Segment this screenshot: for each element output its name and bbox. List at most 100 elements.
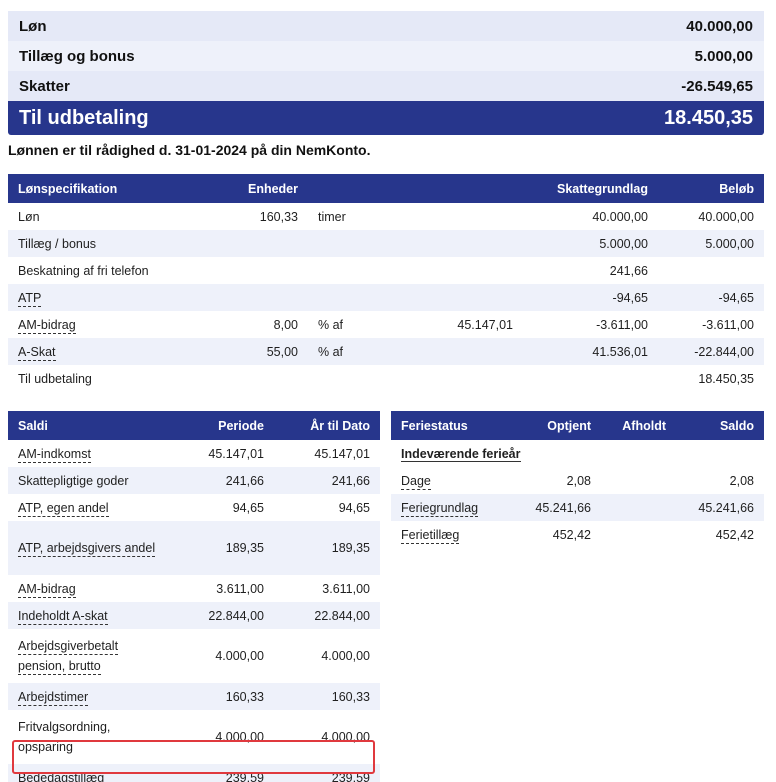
- row-label: Fritvalgsordning, opsparing: [18, 720, 111, 754]
- row-label: Beskatning af fri telefon: [18, 263, 149, 278]
- col-header: Enheder: [208, 174, 308, 203]
- row-label-text[interactable]: ATP, egen andel: [18, 500, 109, 517]
- row-earned: 452,42: [552, 527, 591, 542]
- row-label: Skattepligtige goder: [8, 467, 168, 494]
- table-row: Indeholdt A-skat 22.844,00 22.844,00: [8, 602, 380, 629]
- row-units: [208, 230, 308, 257]
- row-tax-base: 241,66: [609, 263, 648, 278]
- row-taken: [601, 467, 676, 494]
- row-label-text[interactable]: AM-indkomst: [18, 446, 91, 463]
- section-row: Indeværende ferieår: [391, 440, 764, 467]
- row-period: 239,59: [168, 764, 274, 782]
- row-taken: [601, 494, 676, 521]
- row-base: [398, 365, 523, 392]
- row-label: AM-indkomst: [8, 440, 168, 467]
- row-label-text[interactable]: AM-bidrag: [18, 581, 76, 598]
- row-amount: -22.844,00: [658, 338, 764, 365]
- row-ytd: 239,59: [274, 764, 380, 782]
- row-balance: 2,08: [729, 473, 754, 488]
- row-taken: [601, 521, 676, 548]
- table-row: Feriegrundlag 45.241,66 45.241,66: [391, 494, 764, 521]
- row-amount: -3.611,00: [702, 317, 754, 332]
- row-label: Løn: [18, 209, 40, 224]
- row-balance: 452,42: [715, 527, 754, 542]
- balances-table: Saldi Periode År til Dato AM-indkomst 45.…: [8, 411, 380, 782]
- summary-label: Løn: [19, 17, 47, 35]
- summary-label: Tillæg og bonus: [19, 47, 135, 65]
- table-header-row: Lønspecifikation Enheder Skattegrundlag …: [8, 174, 764, 203]
- table-row: AM-bidrag 8,00 % af 45.147,01 -3.611,00 -3.61…: [8, 311, 764, 338]
- row-amount: 40.000,00: [698, 209, 754, 224]
- row-base: [398, 284, 523, 311]
- col-header: [308, 174, 398, 203]
- row-label-text[interactable]: A-Skat: [18, 344, 56, 361]
- row-label: Til udbetaling: [18, 371, 92, 386]
- row-tax-base: [523, 365, 658, 392]
- table-row: Fritvalgsordning, opsparing 4.000,00 4.000…: [8, 710, 380, 764]
- summary-value: -26.549,65: [681, 77, 753, 95]
- row-label: Dage: [391, 467, 521, 494]
- row-period: 45.147,01: [208, 446, 264, 461]
- row-earned: 45.241,66: [521, 494, 601, 521]
- row-label: ATP, arbejdsgivers andel: [8, 521, 168, 575]
- col-header: Optjent: [521, 411, 601, 440]
- row-tax-base: -3.611,00: [596, 317, 648, 332]
- table-row: Skattepligtige goder 241,66 241,66: [8, 467, 380, 494]
- col-header: Lønspecifikation: [8, 174, 208, 203]
- table-header-row: Feriestatus Optjent Afholdt Saldo: [391, 411, 764, 440]
- col-header: [398, 174, 523, 203]
- summary-row-salary: Løn 40.000,00: [8, 11, 764, 41]
- table-row: Til udbetaling 18.450,35: [8, 365, 764, 392]
- row-ytd: 4.000,00: [321, 649, 370, 663]
- row-unit-label: [308, 230, 398, 257]
- row-base: 45.147,01: [457, 317, 513, 332]
- row-unit-label: [308, 257, 398, 284]
- summary-label: Skatter: [19, 77, 70, 95]
- row-label: AM-bidrag: [8, 575, 168, 602]
- row-base: [398, 230, 523, 257]
- row-label-text[interactable]: AM-bidrag: [18, 317, 76, 334]
- row-period: 22.844,00: [168, 602, 274, 629]
- row-label-text[interactable]: Dage: [401, 473, 431, 490]
- row-label-text[interactable]: ATP: [18, 290, 42, 307]
- section-label: Indeværende ferieår: [401, 446, 521, 462]
- row-label: Arbejdsgiverbetalt pension, brutto: [8, 629, 168, 683]
- row-ytd: 45.147,01: [314, 446, 370, 461]
- table-row: AM-indkomst 45.147,01 45.147,01: [8, 440, 380, 467]
- row-label-text[interactable]: Feriegrundlag: [401, 500, 479, 517]
- col-header: Saldi: [8, 411, 168, 440]
- row-label-text[interactable]: ATP, arbejdsgivers andel: [18, 541, 156, 557]
- row-base: [398, 338, 523, 365]
- row-ytd: 94,65: [338, 500, 370, 515]
- row-label-text[interactable]: Arbejdsgiverbetalt pension, brutto: [18, 639, 119, 675]
- row-period: 3.611,00: [216, 581, 264, 596]
- summary-value: 5.000,00: [694, 47, 753, 65]
- table-row: Arbejdsgiverbetalt pension, brutto 4.000,…: [8, 629, 380, 683]
- row-period: 189,35: [168, 521, 274, 575]
- row-balance: 45.241,66: [676, 494, 764, 521]
- table-row: ATP, arbejdsgivers andel 189,35 189,35: [8, 521, 380, 575]
- row-unit-label: [308, 284, 398, 311]
- row-period: 241,66: [168, 467, 274, 494]
- row-amount: 5.000,00: [658, 230, 764, 257]
- row-label: Arbejdstimer: [8, 683, 168, 710]
- row-label: A-Skat: [8, 338, 208, 365]
- row-unit-label: % af: [318, 317, 344, 332]
- row-ytd: 160,33: [274, 683, 380, 710]
- row-label-text[interactable]: Arbejdstimer: [18, 689, 89, 706]
- row-period: 4.000,00: [215, 730, 264, 744]
- row-tax-base: 40.000,00: [592, 209, 648, 224]
- row-units: 160,33: [259, 209, 298, 224]
- row-label: Bededagstillæg: [8, 764, 168, 782]
- table-row: A-Skat 55,00% af 41.536,01 -22.844,00: [8, 338, 764, 365]
- row-label-text[interactable]: Indeholdt A-skat: [18, 608, 108, 625]
- table-row: AM-bidrag 3.611,00 3.611,00: [8, 575, 380, 602]
- summary-total-label: Til udbetaling: [19, 106, 149, 129]
- row-unit-label: [308, 365, 398, 392]
- row-tax-base: -94,65: [523, 284, 658, 311]
- row-label-text[interactable]: Ferietillæg: [401, 527, 460, 544]
- row-units: 8,00: [273, 317, 298, 332]
- table-row: Beskatning af fri telefon 241,66: [8, 257, 764, 284]
- row-ytd: 3.611,00: [322, 581, 370, 596]
- row-amount: 18.450,35: [698, 371, 754, 386]
